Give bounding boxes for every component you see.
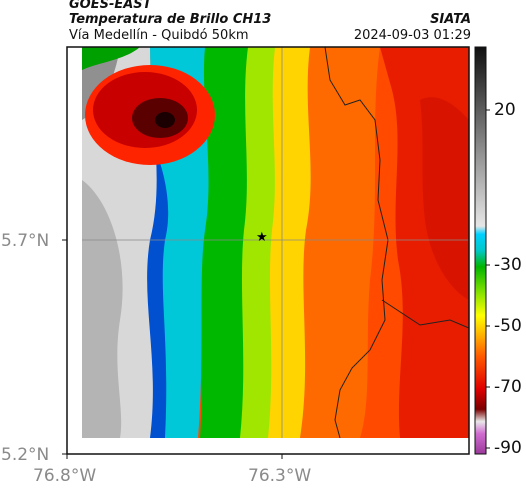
colorbar-tick-20: 20 [494, 100, 516, 120]
route-subtitle: Vía Medellín - Quibdó 50km [69, 28, 249, 43]
satellite-title: GOES-EAST [69, 0, 152, 12]
colorbar-tick-minus90: -90 [494, 438, 522, 458]
product-title: Temperatura de Brillo CH13 [69, 12, 272, 27]
lat-label-5.7: 5.7°N [1, 231, 50, 251]
border-line [381, 299, 469, 329]
timestamp: 2024-09-03 01:29 [353, 28, 471, 43]
colorbar-tick-minus50: -50 [494, 316, 522, 336]
colorbar-tick-minus70: -70 [494, 377, 522, 397]
location-marker-icon: ★ [256, 230, 268, 245]
agency-label: SIATA [430, 12, 471, 27]
lon-label-76.3: 76.3°W [248, 466, 312, 486]
colorbar-tick-minus30: -30 [494, 255, 522, 275]
lon-label-76.8: 76.8°W [33, 466, 97, 486]
map-frame [66, 46, 470, 455]
colorbar [474, 46, 487, 455]
lat-label-5.2: 5.2°N [1, 445, 50, 465]
brightness-temperature-field [82, 47, 469, 438]
